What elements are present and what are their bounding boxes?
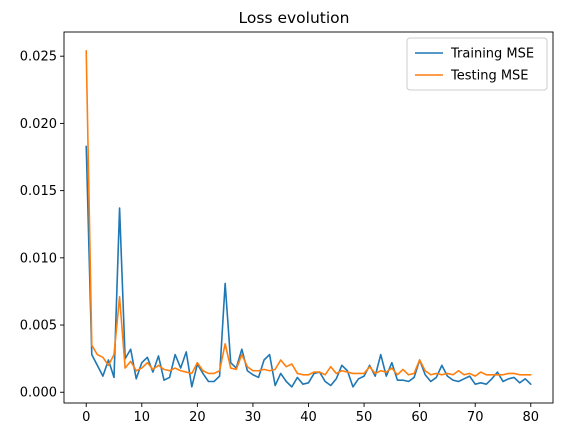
- series-line-testing-mse: [85, 50, 532, 377]
- legend-label: Training MSE: [450, 47, 534, 62]
- y-tick-label: 0.010: [20, 251, 57, 266]
- x-tick-label: 20: [189, 410, 206, 425]
- y-axis: 0.000 0.005 0.010 0.015 0.020 0.025: [20, 50, 64, 401]
- x-tick-label: 70: [467, 410, 484, 425]
- series-line-training-mse: [85, 145, 532, 388]
- y-tick-label: 0.005: [20, 319, 57, 334]
- y-tick-label: 0.020: [20, 117, 57, 132]
- x-tick-label: 50: [356, 410, 373, 425]
- series-layer: [85, 50, 532, 388]
- x-tick-label: 40: [300, 410, 317, 425]
- x-axis: 0 10 20 30 40 50 60 70 80: [82, 403, 539, 425]
- y-tick-label: 0.000: [20, 386, 57, 401]
- legend-label: Testing MSE: [450, 69, 529, 84]
- chart-title: Loss evolution: [239, 9, 350, 27]
- x-tick-label: 30: [245, 410, 262, 425]
- x-tick-label: 60: [411, 410, 428, 425]
- y-tick-label: 0.015: [20, 184, 57, 199]
- y-tick-label: 0.025: [20, 50, 57, 65]
- x-tick-label: 10: [134, 410, 151, 425]
- x-tick-label: 0: [82, 410, 90, 425]
- legend: Training MSE Testing MSE: [406, 37, 548, 91]
- legend-box: [406, 37, 548, 91]
- x-tick-label: 80: [522, 410, 539, 425]
